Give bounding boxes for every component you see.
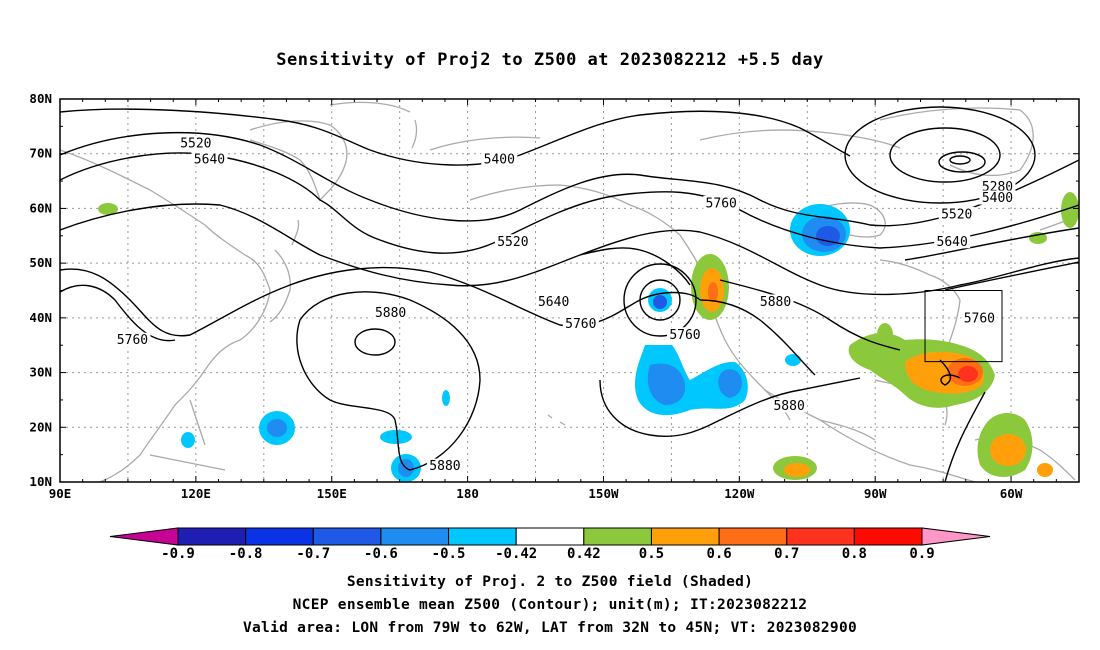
- colorbar-bin: [515, 527, 585, 546]
- colorbar-bin: [380, 527, 450, 546]
- colorbar-label: -0.6: [364, 546, 398, 562]
- lat-label: 10N: [29, 474, 52, 489]
- colorbar-label: 0.6: [706, 546, 731, 562]
- contour-label-bg: [562, 316, 599, 331]
- lon-label: 180: [456, 486, 479, 501]
- colorbar-max-arrow: [921, 527, 991, 546]
- lon-label: 90W: [864, 486, 887, 501]
- contour-label: 5520: [941, 207, 972, 222]
- contour-label-bg: [979, 179, 1016, 194]
- lon-label: 120E: [181, 486, 211, 501]
- colorbar: [109, 527, 991, 546]
- contour-label-bg: [757, 294, 794, 309]
- contour-label: 5880: [429, 459, 460, 474]
- colorbar-label: 0.7: [774, 546, 799, 562]
- map-title: Sensitivity of Proj2 to Z500 at 20230822…: [276, 50, 824, 70]
- lon-label: 120W: [724, 486, 755, 501]
- contour-label-bg: [177, 135, 214, 150]
- longitude-labels: 90E 120E 150E 180 150W 120W 90W 60W: [49, 486, 1023, 501]
- sensitivity-shading: [98, 192, 1079, 482]
- lat-label: 20N: [29, 419, 52, 434]
- contour-label: 5400: [982, 191, 1013, 206]
- contour-label: 5760: [117, 333, 148, 348]
- colorbar-bin: [650, 527, 720, 546]
- lat-label: 70N: [29, 146, 52, 161]
- colorbar-label: -0.42: [495, 546, 537, 562]
- contour-label: 5760: [964, 311, 995, 326]
- colorbar-label: -0.8: [229, 546, 263, 562]
- lat-label: 40N: [29, 310, 52, 325]
- contour-label: 5760: [669, 328, 700, 343]
- colorbar-bin: [718, 527, 788, 546]
- contour-label-bg: [961, 310, 998, 325]
- caption-contour: NCEP ensemble mean Z500 (Contour); unit(…: [292, 597, 808, 613]
- lon-label: 60W: [1000, 486, 1023, 501]
- contour-label: 5640: [194, 153, 225, 168]
- contour-label-bg: [703, 195, 740, 210]
- colorbar-bin: [786, 527, 855, 546]
- contour-label-bg: [426, 458, 463, 473]
- contour-label: 5520: [180, 136, 211, 151]
- valid-area-box: [924, 290, 1003, 363]
- caption-valid-area: Valid area: LON from 79W to 62W, LAT fro…: [242, 620, 858, 636]
- colorbar-label: 0.5: [639, 546, 664, 562]
- colorbar-bin: [853, 527, 923, 546]
- contour-label: 5760: [706, 196, 737, 211]
- colorbar-bin: [448, 527, 517, 546]
- colorbar-bin: [312, 527, 382, 546]
- lat-label: 50N: [29, 255, 52, 270]
- contour-label-bg: [771, 398, 808, 413]
- contour-label: 5400: [484, 153, 515, 168]
- colorbar-labels: -0.9 -0.8 -0.7 -0.6 -0.5 -0.42 0.42 0.5 0.6 0.7 0.…: [161, 546, 935, 562]
- contour-label-bg: [666, 327, 703, 342]
- lat-label: 60N: [29, 200, 52, 215]
- contour-label: 5880: [760, 295, 791, 310]
- lat-label: 30N: [29, 365, 52, 380]
- colorbar-label: 0.9: [909, 546, 934, 562]
- colorbar-label: -0.5: [432, 546, 466, 562]
- axis-ticks: [59, 98, 1080, 483]
- contour-label: 5760: [565, 317, 596, 332]
- contour-label-bg: [938, 206, 975, 221]
- contour-label-bg: [191, 152, 228, 167]
- contour-label: 5880: [773, 399, 804, 414]
- contour-label: 5640: [937, 235, 968, 250]
- contour-label-bg: [372, 305, 409, 320]
- contour-label-bg: [979, 190, 1016, 205]
- contour-label-bg: [535, 294, 572, 309]
- contour-label-bg: [934, 234, 971, 249]
- contour-label-bg: [114, 332, 151, 347]
- lon-label: 150W: [588, 486, 619, 501]
- colorbar-bin: [245, 527, 314, 546]
- colorbar-bin: [583, 527, 652, 546]
- contour-label: 5520: [497, 235, 528, 250]
- caption-shaded: Sensitivity of Proj. 2 to Z500 field (Sh…: [346, 574, 754, 590]
- lon-label: 90E: [49, 486, 72, 501]
- colorbar-label: -0.7: [296, 546, 330, 562]
- colorbar-min-arrow: [109, 527, 179, 546]
- latitude-labels: 80N 70N 60N 50N 40N 30N 20N 10N: [29, 91, 52, 489]
- colorbar-label: 0.8: [842, 546, 867, 562]
- contour-label-bg: [481, 152, 518, 167]
- colorbar-label: 0.42: [567, 546, 601, 562]
- contour-label: 5640: [538, 295, 569, 310]
- lat-label: 80N: [29, 91, 52, 106]
- colorbar-bin: [177, 527, 247, 546]
- plot-area: [60, 99, 1079, 482]
- colorbar-label: -0.9: [161, 546, 195, 562]
- contour-label: 5880: [375, 306, 406, 321]
- contour-label-bg: [494, 234, 531, 249]
- lon-label: 150E: [317, 486, 347, 501]
